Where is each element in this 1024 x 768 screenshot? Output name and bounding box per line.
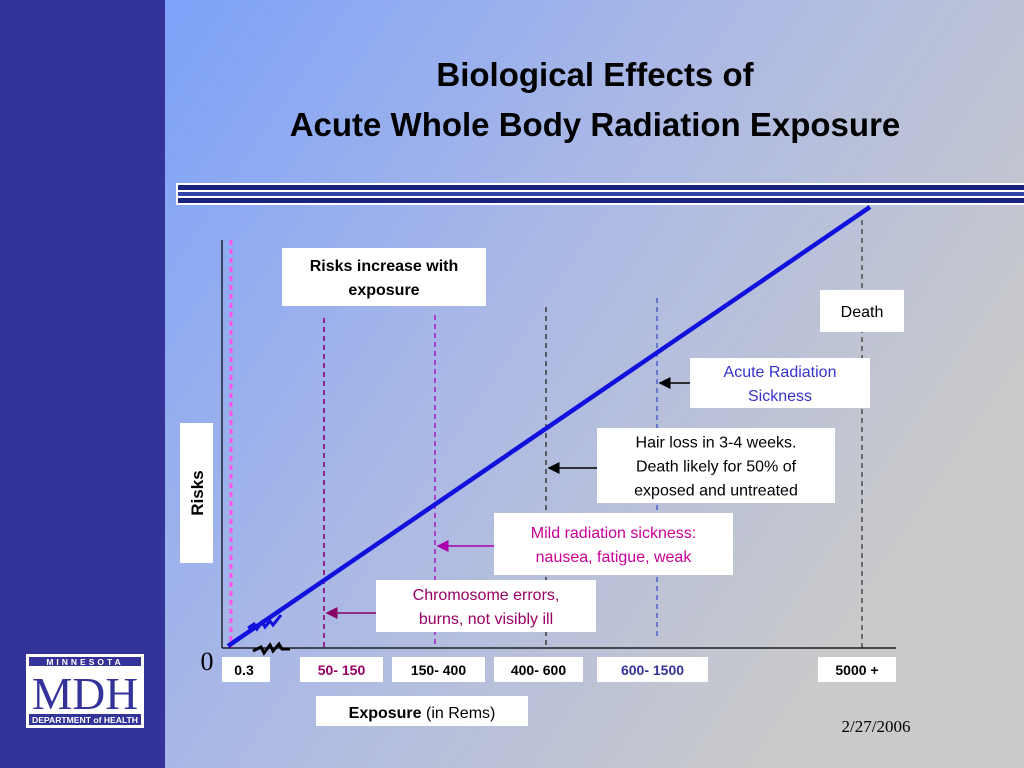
effect-box bbox=[494, 513, 733, 575]
effect-box bbox=[597, 428, 835, 503]
side-strip bbox=[0, 0, 165, 768]
range-box bbox=[222, 657, 270, 682]
effect-text: exposed and untreated bbox=[634, 483, 798, 500]
divider bbox=[176, 183, 1024, 205]
effect-text: nausea, fatigue, weak bbox=[536, 549, 693, 566]
range-box bbox=[392, 657, 485, 682]
x-label-box: Exposure (in Rems) bbox=[316, 696, 528, 726]
risk-box: Risks increase with exposure bbox=[282, 248, 486, 306]
risk-box-line: Risks increase with bbox=[310, 258, 459, 275]
effect-text: Sickness bbox=[748, 388, 812, 405]
y-label: Risks bbox=[188, 470, 207, 515]
range-label: 600- 1500 bbox=[621, 662, 684, 678]
x-label: Exposure (in Rems) bbox=[349, 705, 496, 722]
risk-box-line: exposure bbox=[348, 282, 419, 299]
range-box bbox=[494, 657, 583, 682]
effect-text: Acute Radiation bbox=[724, 364, 837, 381]
date: 2/27/2006 bbox=[842, 717, 911, 736]
zigzag bbox=[247, 614, 290, 656]
title-line: Acute Whole Body Radiation Exposure bbox=[290, 106, 901, 143]
range-box bbox=[818, 657, 896, 682]
effect-box bbox=[820, 290, 904, 332]
effect-text: Death likely for 50% of bbox=[636, 459, 797, 476]
range-label: 5000 + bbox=[835, 662, 878, 678]
effect-box bbox=[376, 580, 596, 632]
logo-main: MDH bbox=[32, 668, 138, 719]
range-box bbox=[597, 657, 708, 682]
x-label-rest: (in Rems) bbox=[426, 705, 495, 722]
title-line: Biological Effects of bbox=[436, 56, 754, 93]
ranges: 0.3 50- 150 150- 400 400- 600 600- 1500 5000 … bbox=[222, 657, 896, 682]
origin-label: 0 bbox=[201, 647, 214, 676]
logo-top: MINNESOTA bbox=[46, 657, 123, 667]
logo-bottom: DEPARTMENT of HEALTH bbox=[32, 716, 138, 725]
effect-box bbox=[690, 358, 870, 408]
x-label-bold: Exposure bbox=[349, 705, 422, 722]
effects: Death Acute Radiation Sickness Hair loss in… bbox=[325, 290, 904, 632]
effect-text: Mild radiation sickness: bbox=[531, 525, 696, 542]
effect-text: Death bbox=[841, 304, 884, 321]
range-label: 50- 150 bbox=[318, 662, 366, 678]
effect-text: Hair loss in 3-4 weeks. bbox=[636, 435, 797, 452]
range-label: 0.3 bbox=[234, 662, 254, 678]
range-label: 400- 600 bbox=[511, 662, 566, 678]
risk-line bbox=[226, 205, 872, 648]
range-label: 150- 400 bbox=[411, 662, 466, 678]
effect-text: Chromosome errors, bbox=[413, 587, 560, 604]
logo: MINNESOTA MDH DEPARTMENT of HEALTH bbox=[26, 654, 144, 728]
effect-text: burns, not visibly ill bbox=[419, 611, 553, 628]
y-label-box: Risks bbox=[180, 423, 213, 563]
range-box bbox=[300, 657, 383, 682]
